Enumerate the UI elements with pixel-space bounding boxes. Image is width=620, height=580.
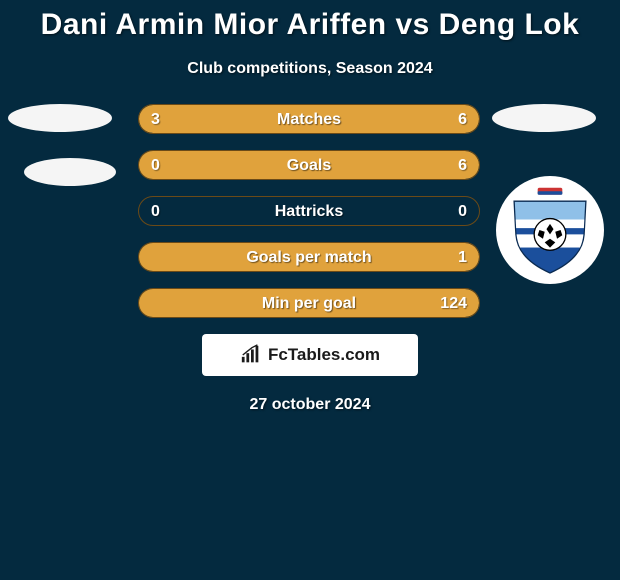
stat-label: Hattricks: [139, 197, 479, 226]
page-title: Dani Armin Mior Ariffen vs Deng Lok: [0, 8, 620, 42]
stat-bar: 36Matches: [138, 104, 480, 134]
chart-icon: [240, 344, 262, 366]
team-right-logo: [496, 176, 604, 284]
watermark: FcTables.com: [202, 334, 418, 376]
stat-bar: 124Min per goal: [138, 288, 480, 318]
stat-label: Goals: [139, 151, 479, 180]
stat-row: 06Goals: [0, 150, 620, 180]
shield-icon: [506, 186, 594, 274]
stat-bar: 06Goals: [138, 150, 480, 180]
date-text: 27 october 2024: [0, 396, 620, 414]
stat-label: Matches: [139, 105, 479, 134]
stat-bar: 1Goals per match: [138, 242, 480, 272]
page-subtitle: Club competitions, Season 2024: [0, 60, 620, 78]
stat-label: Min per goal: [139, 289, 479, 318]
stat-label: Goals per match: [139, 243, 479, 272]
stat-row: 36Matches: [0, 104, 620, 134]
root: Dani Armin Mior Ariffen vs Deng Lok Club…: [0, 0, 620, 414]
stat-bar: 00Hattricks: [138, 196, 480, 226]
stat-row: 124Min per goal: [0, 288, 620, 318]
watermark-text: FcTables.com: [268, 345, 380, 365]
